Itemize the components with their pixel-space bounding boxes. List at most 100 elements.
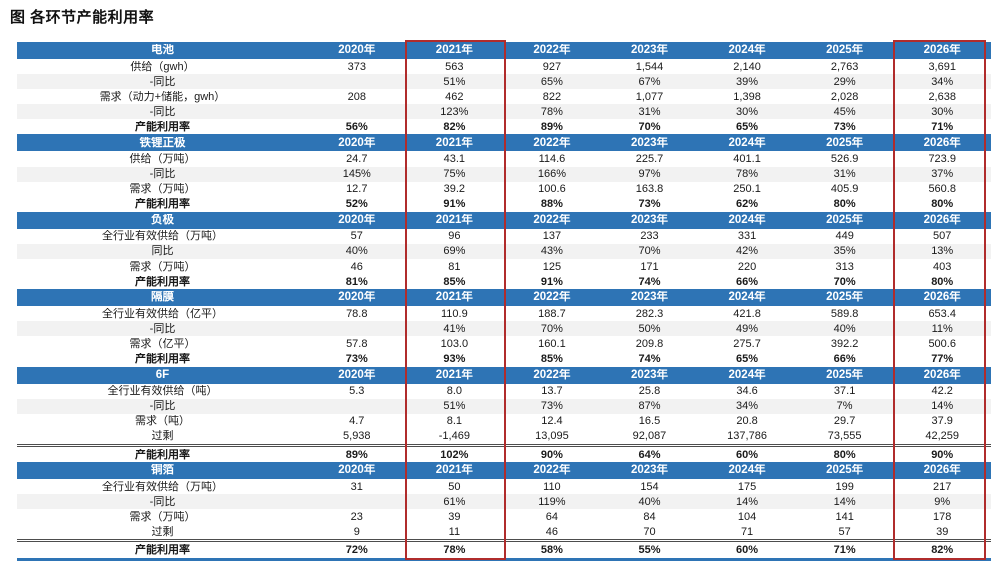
value-cell: 500.6 (928, 337, 956, 350)
value-cell: 90% (931, 448, 954, 461)
year-header-cell: 2023年 (630, 368, 669, 381)
data-row: 同比 40% 69% 43% 70% 42% 35% 13% (17, 243, 991, 260)
value-cell: 78% (443, 543, 466, 556)
value-cell: 43.1 (443, 153, 466, 166)
value-cell: 275.7 (733, 337, 761, 350)
value-cell: 37.9 (931, 415, 953, 428)
data-row: 过剩 5,938 -1,469 13,095 92,087 137,786 73,555 42… (17, 428, 991, 444)
value-cell: 20.8 (736, 415, 758, 428)
value-cell: 57 (838, 525, 851, 538)
row-label: 产能利用率 (135, 448, 190, 461)
year-header-cell: 2020年 (338, 214, 376, 227)
row-label: 供给（万吨） (129, 153, 196, 166)
year-header-cell: 2025年 (826, 291, 864, 304)
value-cell: 589.8 (830, 307, 859, 320)
value-cell: 82% (443, 120, 466, 133)
value-cell: 88% (540, 198, 563, 211)
value-cell: 217 (933, 480, 952, 493)
value-cell: 71% (833, 543, 856, 556)
data-row: -同比 51% 73% 87% 34% 7% 14% (17, 398, 991, 414)
row-label: 需求（动力+储能，gwh） (99, 90, 226, 103)
value-cell: 71% (931, 120, 954, 133)
value-cell: 52% (345, 198, 368, 211)
value-cell: 64 (545, 510, 559, 523)
section-header-row: 电池 2020年 2021年 2022年 2023年 2024年 2025年 2026年 (17, 42, 991, 59)
value-cell: 5,938 (343, 430, 371, 443)
year-header-cell: 2026年 (923, 136, 961, 149)
row-label: 需求（万吨） (129, 510, 196, 523)
value-cell: 208 (347, 90, 366, 103)
value-cell: 1,544 (635, 60, 664, 73)
data-row: 全行业有效供给（吨） 5.3 8.0 13.7 25.8 34.6 37.1 42.2 (17, 383, 991, 399)
value-cell: 89% (345, 448, 368, 461)
value-cell: 74% (638, 353, 661, 366)
value-cell: 60% (736, 543, 759, 556)
value-cell: 60% (736, 448, 759, 461)
value-cell: 25.8 (638, 385, 661, 398)
value-cell: 401.1 (733, 153, 761, 166)
data-row: 需求（万吨） 23 39 64 84 104 141 178 (17, 509, 991, 525)
value-cell: 73% (833, 120, 856, 133)
value-cell: 64% (638, 448, 661, 461)
value-cell: 58% (540, 543, 563, 556)
data-row: 产能利用率 52% 91% 88% 73% 62% 80% 80% (17, 196, 991, 212)
value-cell: 199 (835, 480, 854, 493)
value-cell: 250.1 (733, 183, 761, 196)
value-cell: 507 (933, 230, 952, 243)
value-cell: 73,555 (827, 430, 862, 443)
value-cell: 233 (640, 230, 659, 243)
value-cell: 13,095 (535, 430, 569, 443)
value-cell: 80% (931, 198, 954, 211)
value-cell: 92,087 (632, 430, 667, 443)
data-row: 需求（万吨） 12.7 39.2 100.6 163.8 250.1 405.9 560.8 (17, 181, 991, 197)
data-row: 需求（动力+储能，gwh） 208 462 822 1,077 1,398 2,028 2,6… (17, 89, 991, 105)
value-cell: 1,398 (733, 90, 761, 103)
data-row: 产能利用率 81% 85% 91% 74% 66% 70% 80% (17, 274, 991, 290)
value-cell: 723.9 (928, 153, 956, 166)
value-cell: 2,028 (830, 90, 859, 103)
row-label: 同比 (151, 245, 174, 258)
value-cell: 96 (448, 230, 461, 243)
data-row: 过剩 9 11 46 70 71 57 39 (17, 524, 991, 540)
value-cell: 84 (643, 510, 656, 523)
value-cell: 42% (736, 245, 759, 258)
row-label: 产能利用率 (135, 120, 190, 133)
value-cell: 13.7 (541, 385, 563, 398)
row-label: -同比 (149, 168, 176, 181)
year-header-cell: 2024年 (728, 368, 766, 381)
year-header-cell: 2023年 (630, 44, 669, 57)
value-cell: 8.0 (446, 385, 462, 398)
value-cell: 34% (736, 400, 759, 413)
row-label: -同比 (149, 75, 176, 88)
data-row: 产能利用率 89% 102% 90% 64% 60% 80% 90% (17, 443, 991, 463)
value-cell: 37.1 (833, 385, 856, 398)
value-cell: 114.6 (538, 153, 566, 166)
row-label: -同比 (149, 400, 176, 413)
value-cell: 85% (443, 275, 466, 288)
year-header-cell: 2025年 (826, 214, 864, 227)
value-cell: 24.7 (346, 153, 368, 166)
value-cell: 73% (638, 198, 661, 211)
value-cell: 563 (445, 60, 464, 73)
value-cell: 154 (640, 480, 659, 493)
value-cell: 80% (833, 198, 856, 211)
value-cell: 40% (833, 322, 856, 335)
year-header-cell: 2023年 (630, 464, 669, 477)
value-cell: 46 (350, 260, 363, 273)
value-cell: 31 (350, 480, 363, 493)
value-cell: 89% (540, 120, 563, 133)
data-row: 全行业有效供给（万吨） 31 50 110 154 175 199 217 (17, 479, 991, 495)
value-cell: 373 (347, 60, 366, 73)
value-cell: 8.1 (446, 415, 462, 428)
value-cell: 39 (448, 510, 461, 523)
value-cell: 70% (833, 275, 856, 288)
section-header-row: 6F 2020年 2021年 2022年 2023年 2024年 2025年 2026年 (17, 366, 991, 384)
value-cell: 100.6 (538, 183, 566, 196)
value-cell: 29% (833, 75, 856, 88)
row-label: 全行业有效供给（亿平） (102, 307, 223, 320)
year-header-cell: 2022年 (533, 44, 571, 57)
value-cell: 225.7 (635, 153, 664, 166)
section-name: 负极 (151, 214, 174, 227)
year-header-cell: 2024年 (728, 464, 766, 477)
value-cell: 93% (443, 353, 466, 366)
